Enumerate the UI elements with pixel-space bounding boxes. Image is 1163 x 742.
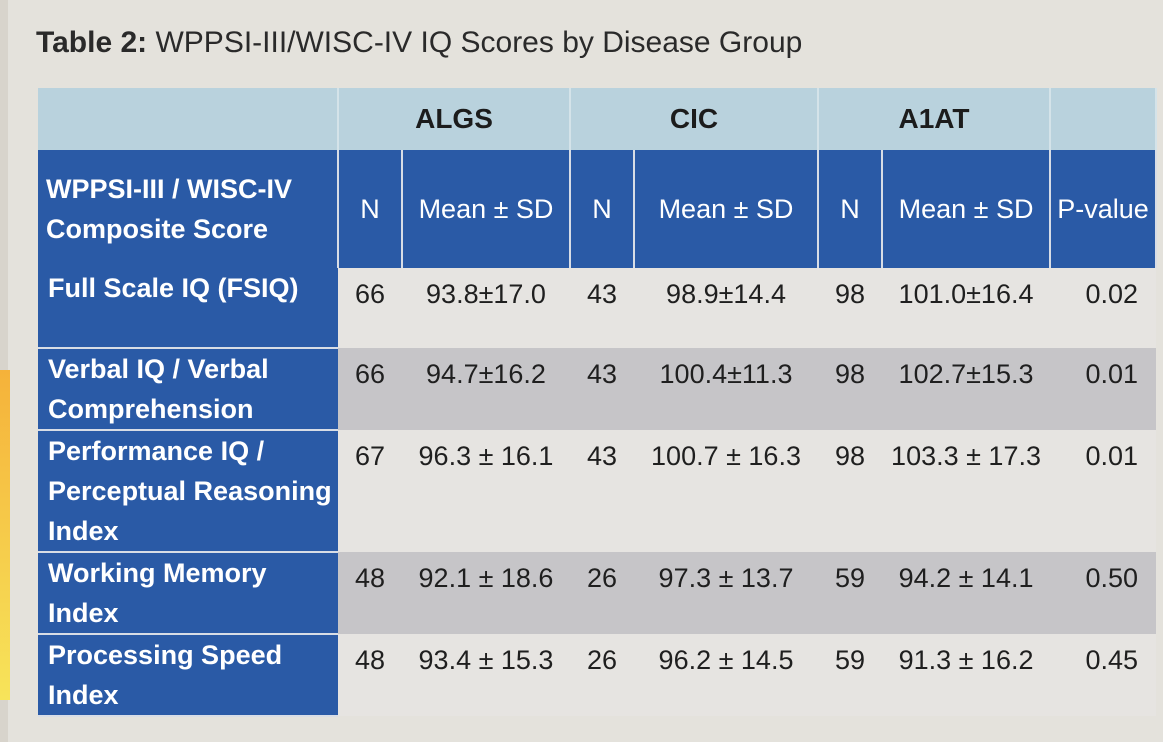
group-header-row: ALGS CIC A1AT bbox=[38, 88, 1158, 150]
row-label: Verbal IQ / Verbal Comprehension bbox=[38, 348, 338, 431]
algs-mean-cell: 94.7±16.2 bbox=[402, 348, 570, 430]
table-row: Working Memory Index 48 92.1 ± 18.6 26 9… bbox=[38, 552, 1157, 635]
header-cic-mean-sd: Mean ± SD bbox=[634, 150, 820, 268]
row-label: Processing Speed Index bbox=[38, 634, 338, 717]
table-row: Processing Speed Index 48 93.4 ± 15.3 26… bbox=[38, 634, 1157, 717]
caption-prefix: Table 2: bbox=[36, 26, 148, 59]
row-label: Full Scale IQ (FSIQ) bbox=[38, 268, 338, 349]
table-row: Performance IQ / Perceptual Reasoning In… bbox=[38, 430, 1157, 553]
a1at-n-cell: 98 bbox=[818, 268, 883, 348]
a1at-n-cell: 59 bbox=[818, 634, 883, 716]
algs-mean-cell: 96.3 ± 16.1 bbox=[402, 430, 570, 552]
algs-n-cell: 67 bbox=[338, 430, 402, 552]
p-value-cell: 0.50 bbox=[1050, 552, 1157, 634]
table-row: Full Scale IQ (FSIQ) 66 93.8±17.0 43 98.… bbox=[38, 268, 1157, 349]
decorative-strip bbox=[0, 370, 10, 700]
cic-mean-cell: 97.3 ± 13.7 bbox=[634, 552, 819, 634]
iq-scores-table: ALGS CIC A1AT WPPSI-III / WISC-IV Compos… bbox=[38, 88, 1158, 717]
p-value-cell: 0.01 bbox=[1050, 430, 1157, 552]
group-header-blank-right bbox=[1050, 88, 1158, 150]
row-label: Performance IQ / Perceptual Reasoning In… bbox=[38, 430, 338, 553]
a1at-n-cell: 59 bbox=[818, 552, 883, 634]
header-a1at-mean-sd: Mean ± SD bbox=[882, 150, 1052, 268]
cic-mean-cell: 100.7 ± 16.3 bbox=[634, 430, 819, 552]
p-value-cell: 0.45 bbox=[1050, 634, 1157, 716]
cic-n-cell: 43 bbox=[570, 348, 634, 430]
p-value-cell: 0.01 bbox=[1050, 348, 1157, 430]
cic-n-cell: 43 bbox=[570, 430, 634, 552]
algs-mean-cell: 92.1 ± 18.6 bbox=[402, 552, 570, 634]
header-a1at-n: N bbox=[818, 150, 884, 268]
a1at-mean-cell: 102.7±15.3 bbox=[882, 348, 1051, 430]
caption-title: WPPSI-III/WISC-IV IQ Scores by Disease G… bbox=[155, 26, 803, 59]
algs-n-cell: 66 bbox=[338, 348, 402, 430]
header-algs-mean-sd: Mean ± SD bbox=[402, 150, 571, 268]
group-header-a1at: A1AT bbox=[818, 88, 1052, 150]
algs-n-cell: 66 bbox=[338, 268, 402, 348]
a1at-mean-cell: 94.2 ± 14.1 bbox=[882, 552, 1051, 634]
a1at-n-cell: 98 bbox=[818, 430, 883, 552]
a1at-mean-cell: 91.3 ± 16.2 bbox=[882, 634, 1051, 716]
group-header-blank bbox=[38, 88, 339, 150]
algs-mean-cell: 93.8±17.0 bbox=[402, 268, 570, 348]
a1at-n-cell: 98 bbox=[818, 348, 883, 430]
algs-mean-cell: 93.4 ± 15.3 bbox=[402, 634, 570, 716]
group-header-cic: CIC bbox=[570, 88, 820, 150]
algs-n-cell: 48 bbox=[338, 552, 402, 634]
a1at-mean-cell: 101.0±16.4 bbox=[882, 268, 1051, 348]
cic-mean-cell: 98.9±14.4 bbox=[634, 268, 819, 348]
header-cic-n: N bbox=[570, 150, 635, 268]
cic-mean-cell: 96.2 ± 14.5 bbox=[634, 634, 819, 716]
table-row: Verbal IQ / Verbal Comprehension 66 94.7… bbox=[38, 348, 1157, 431]
a1at-mean-cell: 103.3 ± 17.3 bbox=[882, 430, 1051, 552]
row-label: Working Memory Index bbox=[38, 552, 338, 635]
table-caption: Table 2: WPPSI-III/WISC-IV IQ Scores by … bbox=[36, 26, 802, 60]
algs-n-cell: 48 bbox=[338, 634, 402, 716]
cic-n-cell: 26 bbox=[570, 634, 634, 716]
group-header-algs: ALGS bbox=[338, 88, 571, 150]
header-algs-n: N bbox=[338, 150, 403, 268]
cic-mean-cell: 100.4±11.3 bbox=[634, 348, 819, 430]
header-p-value: P-value bbox=[1050, 150, 1158, 268]
header-composite-score: WPPSI-III / WISC-IV Composite Score bbox=[38, 150, 339, 268]
cic-n-cell: 43 bbox=[570, 268, 634, 348]
p-value-cell: 0.02 bbox=[1050, 268, 1157, 348]
column-header-row: WPPSI-III / WISC-IV Composite Score N Me… bbox=[38, 150, 1158, 268]
cic-n-cell: 26 bbox=[570, 552, 634, 634]
